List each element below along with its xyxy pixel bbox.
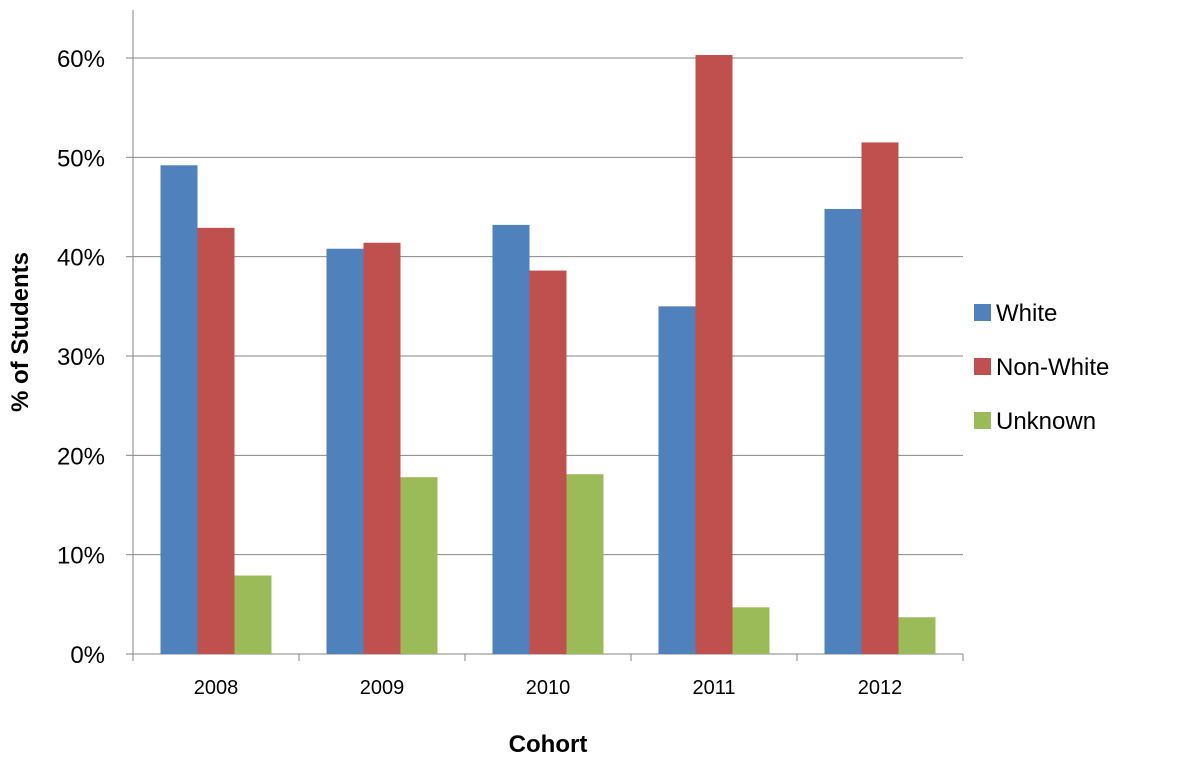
bar-non-white-2010 xyxy=(529,270,567,654)
bar-unknown-2010 xyxy=(566,474,604,654)
y-tick-label: 0% xyxy=(70,642,105,669)
y-tick-labels: 0% 10% 20% 30% 40% 50% 60% xyxy=(57,46,105,669)
bar-white-2008 xyxy=(160,165,198,654)
legend-label: White xyxy=(996,300,1057,327)
y-tick-label: 10% xyxy=(57,543,105,570)
legend: White Non-White Unknown xyxy=(974,300,1109,435)
y-tick-label: 60% xyxy=(57,46,105,73)
x-axis-title: Cohort xyxy=(509,731,588,758)
x-tick-label: 2011 xyxy=(692,677,735,699)
y-tick-label: 40% xyxy=(57,245,105,272)
x-tick-labels: 2008 2009 2010 2011 2012 xyxy=(194,677,903,699)
bar-white-2012 xyxy=(824,208,862,654)
bar-unknown-2012 xyxy=(898,617,936,654)
legend-swatch xyxy=(974,358,991,375)
x-tick-label: 2010 xyxy=(526,677,571,699)
bar-unknown-2011 xyxy=(732,607,770,654)
bar-white-2011 xyxy=(658,306,696,654)
bar-non-white-2012 xyxy=(861,142,899,654)
x-tick-label: 2008 xyxy=(194,677,239,699)
y-tick-label: 20% xyxy=(57,443,105,470)
bar-white-2010 xyxy=(492,224,530,654)
bar-non-white-2009 xyxy=(363,242,401,654)
legend-swatch xyxy=(974,412,991,429)
y-axis-title: % of Students xyxy=(7,252,34,412)
bar-non-white-2011 xyxy=(695,55,733,654)
legend-swatch xyxy=(974,304,991,321)
bars xyxy=(160,55,936,655)
legend-label: Unknown xyxy=(996,408,1096,435)
bar-white-2009 xyxy=(326,248,364,654)
legend-label: Non-White xyxy=(996,354,1109,381)
bar-unknown-2009 xyxy=(400,477,438,654)
y-tick-label: 30% xyxy=(57,344,105,371)
bar-unknown-2008 xyxy=(234,575,272,654)
x-tick-label: 2012 xyxy=(858,677,903,699)
y-tick-label: 50% xyxy=(57,145,105,172)
x-tick-label: 2009 xyxy=(360,677,405,699)
bar-non-white-2008 xyxy=(197,227,235,655)
